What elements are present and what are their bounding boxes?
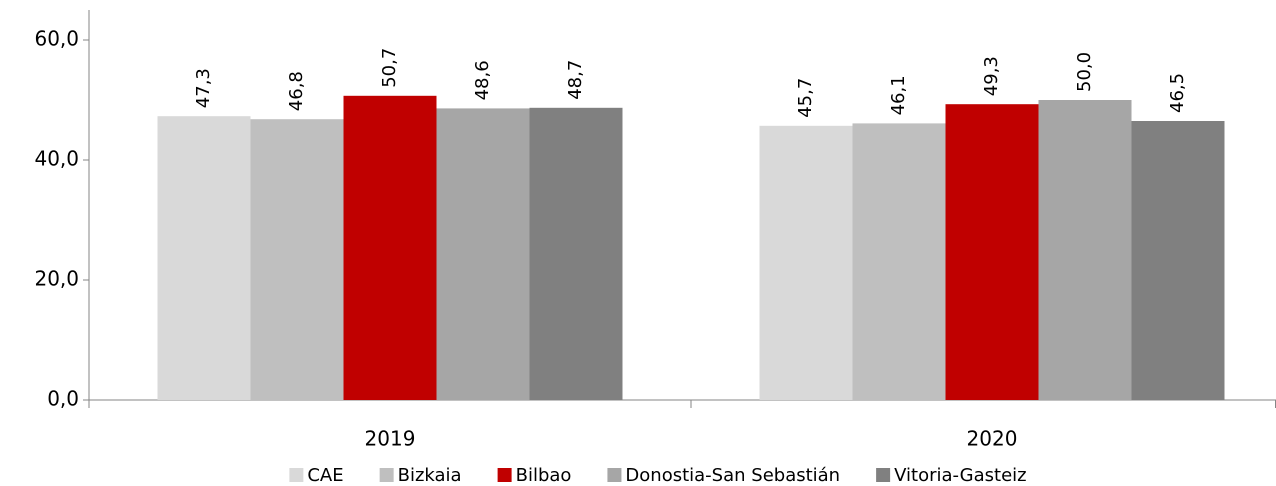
legend-swatch xyxy=(289,468,304,482)
legend-label: Vitoria-Gasteiz xyxy=(894,465,1027,486)
data-label: 47,3 xyxy=(193,68,214,108)
legend-label: Bizkaia xyxy=(398,465,462,486)
data-label: 45,7 xyxy=(795,78,816,118)
data-label: 48,7 xyxy=(565,60,586,100)
bar xyxy=(945,104,1039,400)
bar xyxy=(759,125,853,401)
data-label: 46,1 xyxy=(888,75,909,115)
legend-swatch xyxy=(497,468,512,482)
bar xyxy=(343,95,437,401)
legend-label: Donostia-San Sebastián xyxy=(625,465,840,486)
x-tick-label: 2019 xyxy=(365,427,416,451)
bar xyxy=(852,123,946,401)
legend-swatch xyxy=(607,468,622,482)
legend-label: Bilbao xyxy=(516,465,572,486)
data-label: 49,3 xyxy=(981,56,1002,96)
data-label: 50,0 xyxy=(1074,52,1095,92)
data-label: 50,7 xyxy=(379,48,400,88)
bar xyxy=(1131,121,1225,400)
bar xyxy=(436,108,530,401)
data-label: 46,5 xyxy=(1167,73,1188,113)
bar xyxy=(157,116,251,400)
y-tick-label: 40,0 xyxy=(34,147,79,171)
x-tick-label: 2020 xyxy=(967,427,1018,451)
legend-swatch xyxy=(379,468,394,482)
bar xyxy=(1038,100,1132,400)
legend-swatch xyxy=(876,468,891,482)
y-tick-label: 0,0 xyxy=(47,387,79,411)
y-tick-label: 60,0 xyxy=(34,27,79,51)
data-label: 48,6 xyxy=(472,60,493,100)
bar xyxy=(529,107,623,401)
y-tick-label: 20,0 xyxy=(34,267,79,291)
legend-label: CAE xyxy=(307,465,343,486)
bar xyxy=(250,119,344,400)
data-label: 46,8 xyxy=(286,71,307,111)
